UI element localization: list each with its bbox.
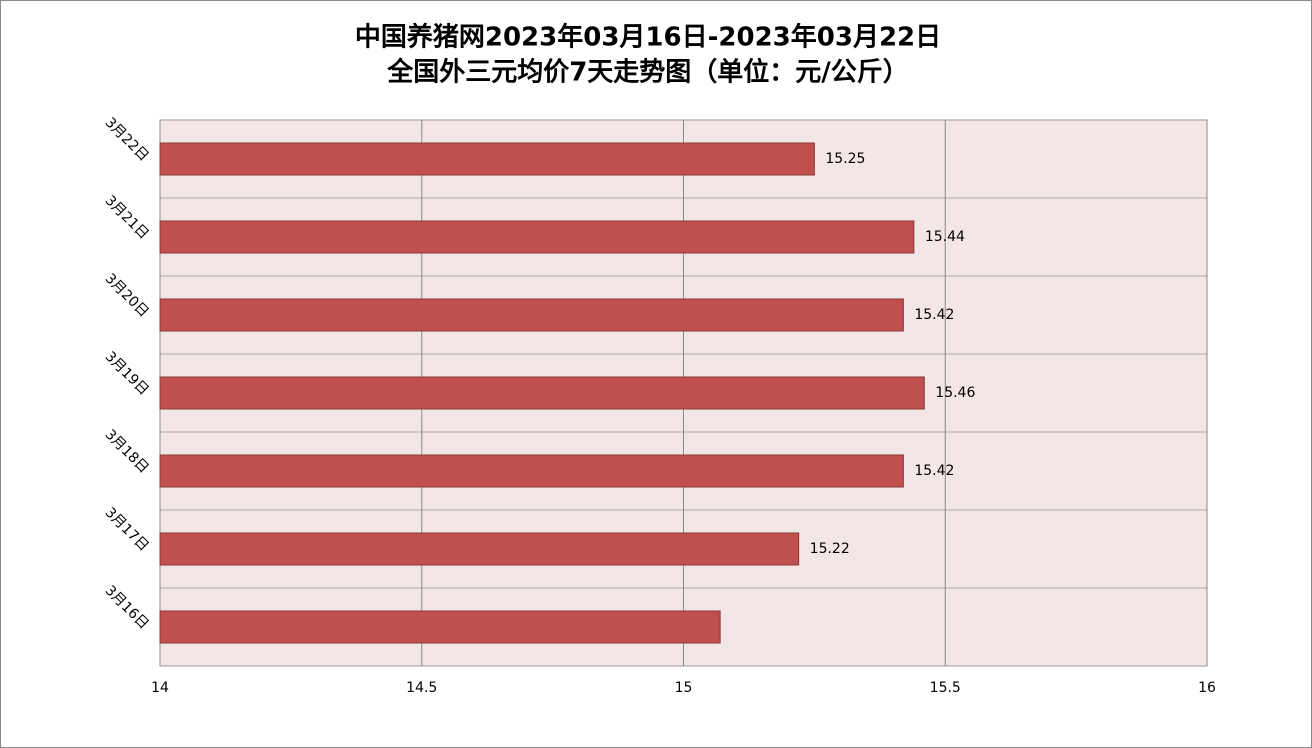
bar — [159, 454, 904, 488]
x-tick-label: 16 — [1198, 680, 1216, 696]
data-label: 15.25 — [825, 151, 865, 167]
data-label: 15.44 — [925, 229, 965, 245]
bar — [159, 376, 925, 410]
data-label: 15.22 — [810, 541, 850, 557]
x-tick-label: 14 — [151, 680, 169, 696]
data-label: 15.42 — [914, 307, 954, 323]
chart-subtitle: 全国外三元均价7天走势图（单位：元/公斤） — [386, 57, 909, 88]
bar — [159, 610, 721, 644]
bar — [159, 220, 915, 254]
x-tick-label: 15.5 — [930, 680, 961, 696]
bar — [159, 532, 800, 566]
data-label: 15.42 — [914, 463, 954, 479]
bar — [159, 298, 904, 332]
x-tick-label: 14.5 — [406, 680, 437, 696]
chart-title: 中国养猪网2023年03月16日-2023年03月22日 — [355, 22, 941, 53]
bar — [159, 142, 815, 176]
data-label: 15.46 — [935, 385, 975, 401]
x-tick-label: 15 — [675, 680, 693, 696]
